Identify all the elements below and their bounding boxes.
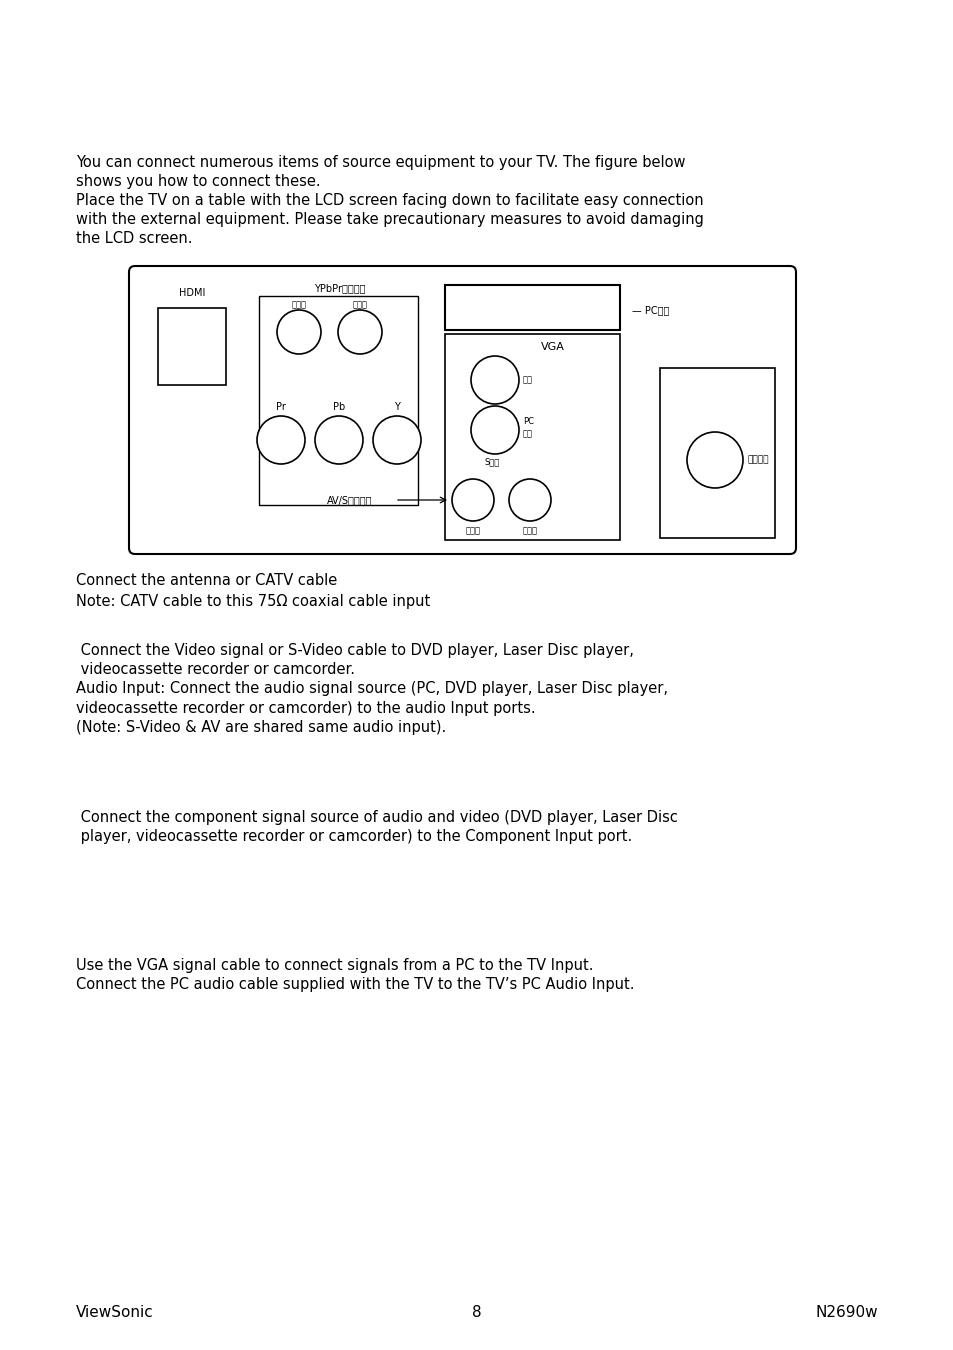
Ellipse shape (276, 310, 320, 354)
Ellipse shape (686, 432, 742, 487)
Text: 天线输入: 天线输入 (747, 455, 769, 464)
Text: shows you how to connect these.: shows you how to connect these. (76, 174, 320, 189)
Text: Connect the antenna or CATV cable: Connect the antenna or CATV cable (76, 572, 337, 589)
Bar (444, 333, 619, 540)
Text: — PC输入: — PC输入 (631, 305, 669, 315)
Ellipse shape (452, 479, 494, 521)
Text: 音频: 音频 (522, 429, 533, 439)
Bar (158, 308, 226, 385)
Text: AV/S端子输入: AV/S端子输入 (327, 495, 373, 505)
Text: Y: Y (394, 402, 399, 412)
Ellipse shape (256, 416, 305, 464)
FancyBboxPatch shape (129, 266, 795, 554)
Text: 音频左: 音频左 (522, 526, 537, 535)
Ellipse shape (471, 406, 518, 454)
Ellipse shape (509, 479, 551, 521)
Text: the LCD screen.: the LCD screen. (76, 231, 193, 246)
Ellipse shape (337, 310, 381, 354)
Text: Pr: Pr (275, 402, 286, 412)
Text: 音频右: 音频右 (465, 526, 480, 535)
Text: 8: 8 (472, 1305, 481, 1320)
Text: 音频右: 音频右 (292, 300, 306, 309)
Text: Note: CATV cable to this 75Ω coaxial cable input: Note: CATV cable to this 75Ω coaxial cab… (76, 594, 430, 609)
Text: N2690w: N2690w (815, 1305, 877, 1320)
Text: VGA: VGA (540, 342, 564, 352)
Bar (258, 296, 417, 505)
Text: ViewSonic: ViewSonic (76, 1305, 153, 1320)
Ellipse shape (314, 416, 363, 464)
Text: 视频: 视频 (522, 375, 533, 385)
Text: with the external equipment. Please take precautionary measures to avoid damagin: with the external equipment. Please take… (76, 212, 703, 227)
Bar (659, 369, 774, 539)
Text: Connect the component signal source of audio and video (DVD player, Laser Disc
 : Connect the component signal source of a… (76, 810, 678, 844)
Text: PC: PC (522, 417, 534, 427)
Text: Use the VGA signal cable to connect signals from a PC to the TV Input.
Connect t: Use the VGA signal cable to connect sign… (76, 958, 634, 992)
Text: 音频左: 音频左 (352, 300, 367, 309)
Text: Pb: Pb (333, 402, 345, 412)
Text: HDMI: HDMI (178, 288, 205, 298)
Text: YPbPr分量输入: YPbPr分量输入 (314, 284, 365, 293)
Text: Connect the Video signal or S-Video cable to DVD player, Laser Disc player,
 vid: Connect the Video signal or S-Video cabl… (76, 643, 667, 734)
Text: Place the TV on a table with the LCD screen facing down to facilitate easy conne: Place the TV on a table with the LCD scr… (76, 193, 703, 208)
Ellipse shape (373, 416, 420, 464)
Text: You can connect numerous items of source equipment to your TV. The figure below: You can connect numerous items of source… (76, 155, 685, 170)
Text: S端子: S端子 (484, 458, 499, 467)
Bar (444, 285, 619, 329)
Ellipse shape (471, 356, 518, 404)
